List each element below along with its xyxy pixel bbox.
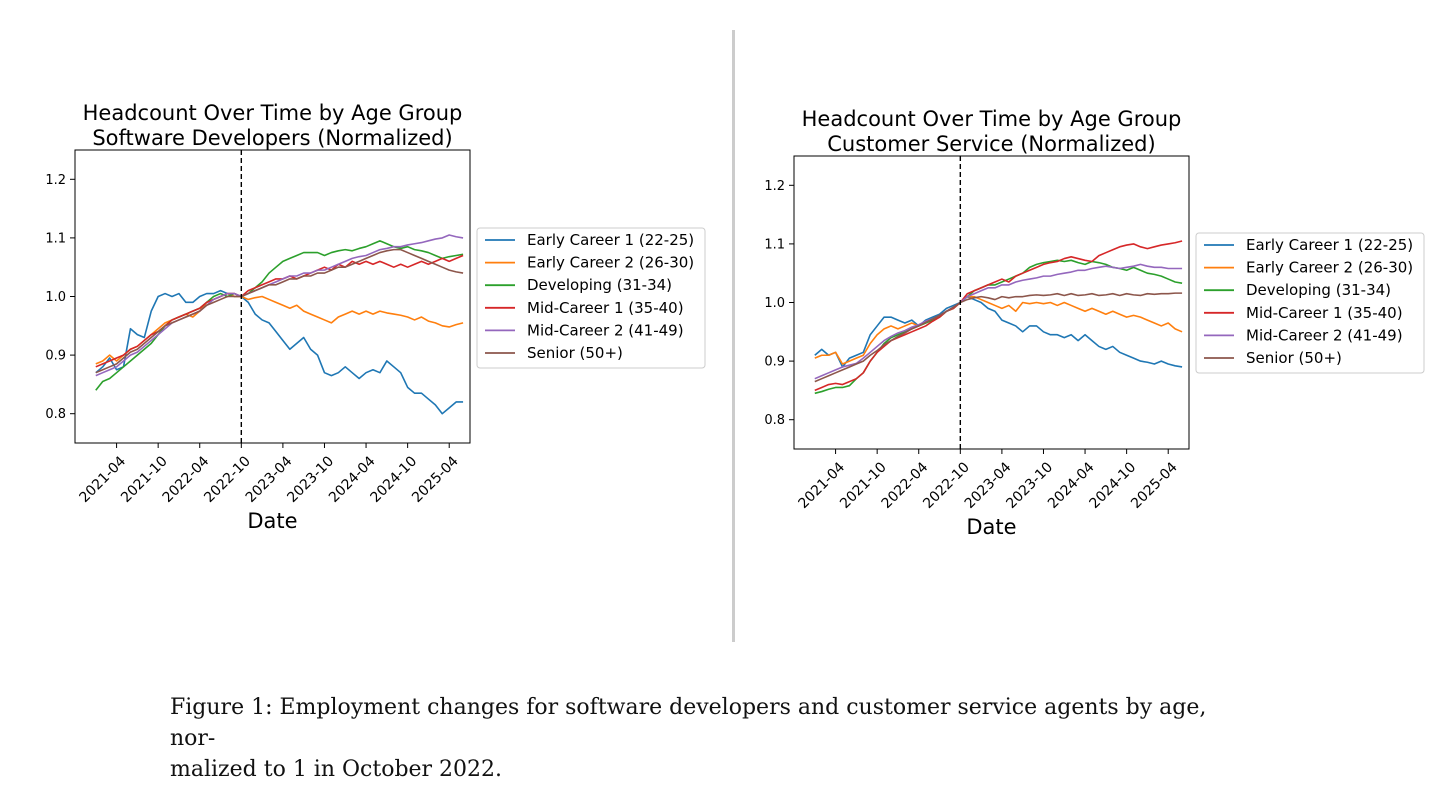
series-line-senior <box>95 248 464 374</box>
legend-label: Mid-Career 2 (41-49) <box>527 321 684 339</box>
y-tick-label: 1.2 <box>764 179 785 194</box>
legend-label: Developing (31-34) <box>1246 281 1391 299</box>
series-line-mid2 <box>814 263 1183 380</box>
y-tick-label: 1.1 <box>764 237 785 252</box>
x-tick-label: 2025-04 <box>1128 459 1181 512</box>
chart-customer-service: Headcount Over Time by Age GroupCustomer… <box>764 107 1425 539</box>
plot-frame <box>793 155 1190 450</box>
series-line-mid1 <box>814 240 1183 392</box>
legend-label: Developing (31-34) <box>527 276 672 294</box>
series-line-mid2 <box>95 234 464 377</box>
x-tick-label: 2025-04 <box>409 453 462 506</box>
legend: Early Career 1 (22-25) Early Career 2 (26… <box>1195 232 1425 374</box>
chart-title: Headcount Over Time by Age Group <box>802 107 1182 131</box>
y-tick-label: 0.9 <box>45 349 66 364</box>
legend-label: Mid-Career 2 (41-49) <box>1246 326 1403 344</box>
y-tick-label: 0.8 <box>764 413 785 428</box>
y-tick-label: 1.0 <box>45 290 66 305</box>
legend-label: Early Career 2 (26-30) <box>527 254 694 272</box>
legend: Early Career 1 (22-25) Early Career 2 (26… <box>476 227 706 369</box>
chart-software-developers: Headcount Over Time by Age GroupSoftware… <box>45 101 706 533</box>
y-tick-label: 1.0 <box>764 296 785 311</box>
legend-label: Mid-Career 1 (35-40) <box>527 299 684 317</box>
y-tick-label: 1.1 <box>45 231 66 246</box>
x-axis-label: Date <box>247 509 297 533</box>
y-tick-label: 0.8 <box>45 407 66 422</box>
y-tick-label: 1.2 <box>45 173 66 188</box>
legend-label: Senior (50+) <box>1246 349 1342 367</box>
series-group <box>95 234 464 415</box>
legend-label: Early Career 1 (22-25) <box>527 231 694 249</box>
series-line-early2 <box>814 295 1183 365</box>
legend-label: Early Career 1 (22-25) <box>1246 236 1413 254</box>
chart-subtitle: Customer Service (Normalized) <box>827 132 1155 156</box>
panel-divider <box>732 30 735 642</box>
series-line-early1 <box>814 295 1183 368</box>
caption-line-2: malized to 1 in October 2022. <box>170 757 503 782</box>
legend-box <box>1195 232 1425 374</box>
plot-frame <box>74 149 471 444</box>
x-axis-label: Date <box>966 515 1016 539</box>
series-line-early1 <box>95 289 464 415</box>
series-group <box>814 240 1183 395</box>
y-tick-label: 0.9 <box>764 355 785 370</box>
legend-box <box>476 227 706 369</box>
chart-subtitle: Software Developers (Normalized) <box>92 126 452 150</box>
chart-title: Headcount Over Time by Age Group <box>83 101 463 125</box>
caption-line-1: Figure 1: Employment changes for softwar… <box>170 695 1207 751</box>
series-line-early2 <box>95 292 464 365</box>
series-line-senior <box>814 292 1183 383</box>
legend-label: Early Career 2 (26-30) <box>1246 259 1413 277</box>
figure-caption: Figure 1: Employment changes for softwar… <box>170 692 1230 785</box>
legend-label: Mid-Career 1 (35-40) <box>1246 304 1403 322</box>
legend-label: Senior (50+) <box>527 344 623 362</box>
